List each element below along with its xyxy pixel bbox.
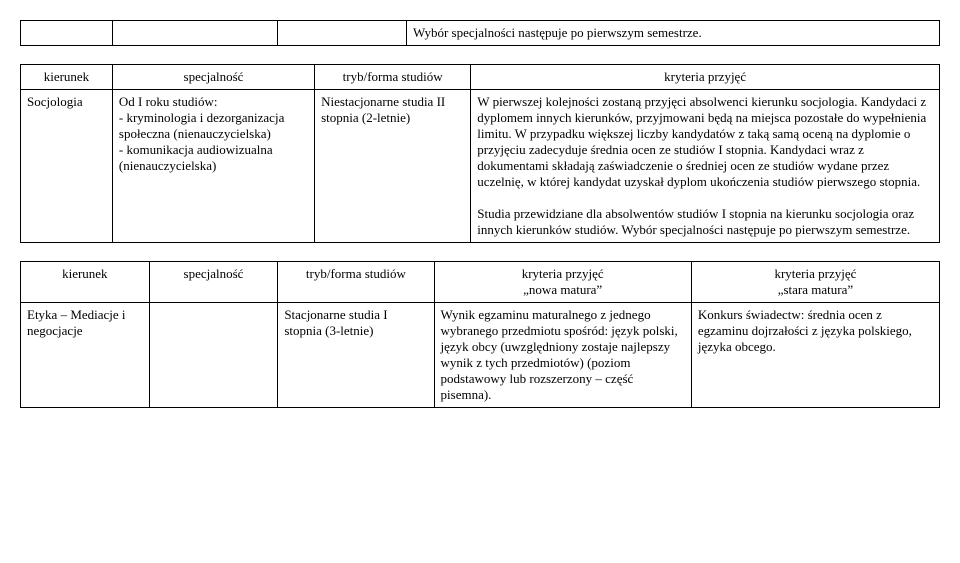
cell-tryb: Niestacjonarne studia II stopnia (2-letn… — [315, 90, 471, 243]
table-etyka: kierunek specjalność tryb/forma studiów … — [20, 261, 940, 408]
col-header-tryb: tryb/forma studiów — [315, 65, 471, 90]
col-header-specjalnosc: specjalność — [112, 65, 314, 90]
cell-stara-matura: Konkurs świadectw: średnia ocen z egzami… — [691, 303, 939, 408]
cell-kierunek: Etyka – Mediacje i negocjacje — [21, 303, 150, 408]
cell-tryb: Stacjonarne studia I stopnia (3-letnie) — [278, 303, 434, 408]
cell-specjalnosc: Od I roku studiów: - kryminologia i dezo… — [112, 90, 314, 243]
cell-specjalnosc — [149, 303, 278, 408]
empty-cell — [21, 21, 113, 46]
note-cell: Wybór specjalności następuje po pierwszy… — [406, 21, 939, 46]
cell-kierunek: Socjologia — [21, 90, 113, 243]
col-header-kryteria: kryteria przyjęć — [471, 65, 940, 90]
col-header-specjalnosc: specjalność — [149, 262, 278, 303]
col-header-kierunek: kierunek — [21, 262, 150, 303]
col-header-tryb: tryb/forma studiów — [278, 262, 434, 303]
col-header-kierunek: kierunek — [21, 65, 113, 90]
table-socjologia: kierunek specjalność tryb/forma studiów … — [20, 64, 940, 243]
empty-cell — [278, 21, 407, 46]
col-header-stara: kryteria przyjęć „stara matura” — [691, 262, 939, 303]
cell-nowa-matura: Wynik egzaminu maturalnego z jednego wyb… — [434, 303, 691, 408]
kryteria-paragraph-2: Studia przewidziane dla absolwentów stud… — [477, 206, 933, 238]
cell-kryteria: W pierwszej kolejności zostaną przyjęci … — [471, 90, 940, 243]
table-fragment-top: Wybór specjalności następuje po pierwszy… — [20, 20, 940, 46]
empty-cell — [112, 21, 277, 46]
kryteria-paragraph-1: W pierwszej kolejności zostaną przyjęci … — [477, 94, 933, 190]
col-header-nowa: kryteria przyjęć „nowa matura” — [434, 262, 691, 303]
